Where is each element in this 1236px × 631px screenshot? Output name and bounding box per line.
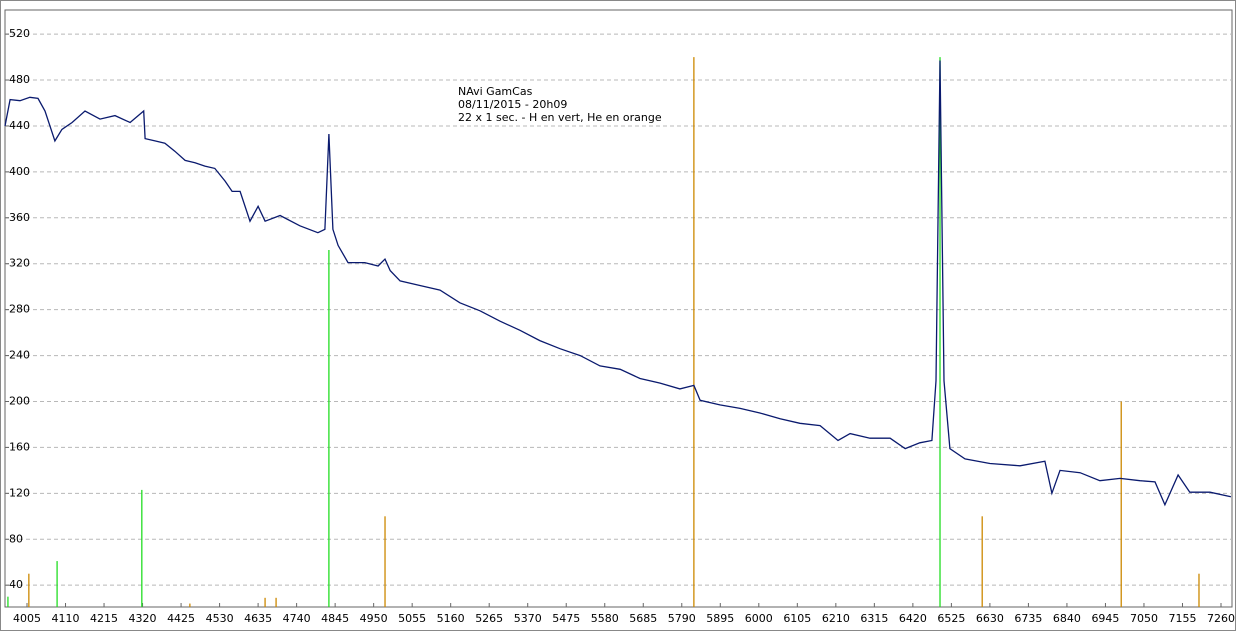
- x-tick-label: 4845: [321, 612, 349, 625]
- spectrum-line: [4, 60, 1232, 507]
- x-tick-label: 6630: [976, 612, 1004, 625]
- x-tick-label: 6840: [1053, 612, 1081, 625]
- x-tick-label: 7050: [1130, 612, 1158, 625]
- y-tick-label: 440: [9, 119, 30, 132]
- x-tick-label: 5055: [398, 612, 426, 625]
- x-tick-label: 6210: [822, 612, 850, 625]
- x-tick-label: 5265: [475, 612, 503, 625]
- x-tick-label: 4635: [244, 612, 272, 625]
- x-tick-label: 6420: [899, 612, 927, 625]
- annotation: NAvi GamCas: [458, 85, 533, 98]
- y-tick-label: 160: [9, 440, 30, 453]
- y-tick-label: 120: [9, 486, 30, 499]
- y-tick-label: 80: [9, 532, 23, 545]
- x-tick-label: 7260: [1207, 612, 1235, 625]
- x-tick-label: 7155: [1168, 612, 1196, 625]
- y-tick-label: 200: [9, 394, 30, 407]
- y-tick-label: 40: [9, 578, 23, 591]
- x-tick-label: 5685: [629, 612, 657, 625]
- x-tick-label: 4110: [52, 612, 80, 625]
- y-tick-label: 360: [9, 211, 30, 224]
- y-tick-label: 400: [9, 165, 30, 178]
- y-tick-label: 320: [9, 257, 30, 270]
- y-tick-label: 240: [9, 349, 30, 362]
- y-tick-label: 480: [9, 73, 30, 86]
- x-tick-label: 5580: [591, 612, 619, 625]
- x-tick-label: 4320: [129, 612, 157, 625]
- x-tick-label: 5370: [514, 612, 542, 625]
- x-tick-label: 5475: [552, 612, 580, 625]
- x-tick-label: 4425: [167, 612, 195, 625]
- x-tick-label: 5790: [668, 612, 696, 625]
- x-tick-label: 5895: [706, 612, 734, 625]
- x-tick-label: 4740: [283, 612, 311, 625]
- x-tick-label: 4530: [206, 612, 234, 625]
- y-tick-label: 280: [9, 303, 30, 316]
- annotation: 08/11/2015 - 20h09: [458, 98, 567, 111]
- x-tick-label: 4215: [90, 612, 118, 625]
- y-tick-label: 520: [9, 27, 30, 40]
- x-tick-label: 4005: [13, 612, 41, 625]
- x-tick-label: 5160: [437, 612, 465, 625]
- x-tick-label: 6945: [1091, 612, 1119, 625]
- x-tick-label: 6525: [937, 612, 965, 625]
- x-tick-label: 6000: [745, 612, 773, 625]
- x-tick-label: 6315: [860, 612, 888, 625]
- annotation: 22 x 1 sec. - H en vert, He en orange: [458, 111, 662, 124]
- plot-area: [4, 9, 1233, 608]
- x-tick-label: 6105: [783, 612, 811, 625]
- x-tick-label: 4950: [360, 612, 388, 625]
- x-tick-label: 6735: [1014, 612, 1042, 625]
